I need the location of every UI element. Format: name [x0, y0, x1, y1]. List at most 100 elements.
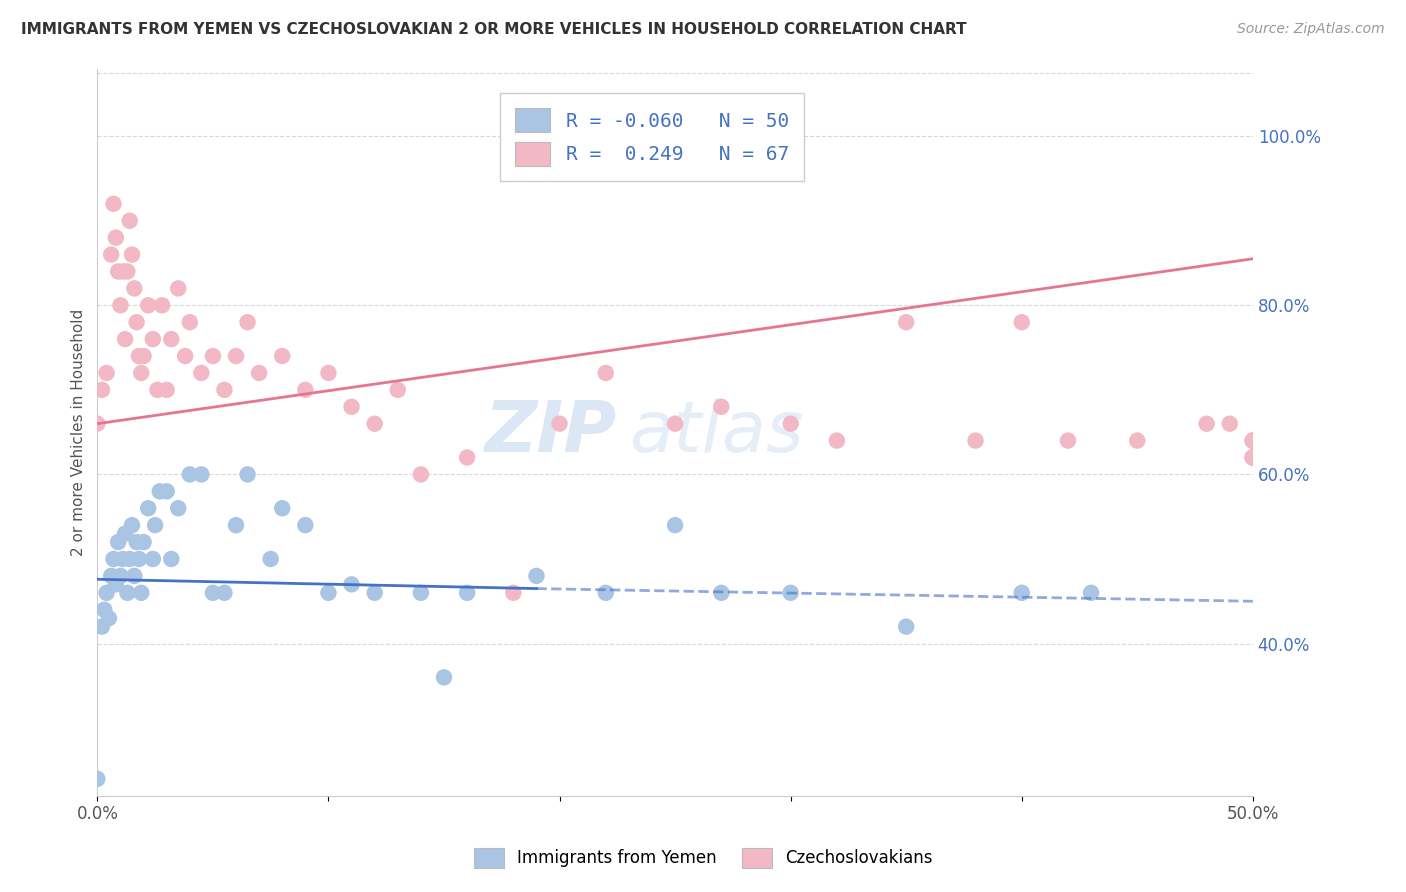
Point [896, 315, 918, 329]
Point [896, 620, 918, 634]
Point [1241, 450, 1264, 465]
Point [387, 383, 409, 397]
Point [201, 349, 224, 363]
Text: Source: ZipAtlas.com: Source: ZipAtlas.com [1237, 22, 1385, 37]
Point [548, 417, 571, 431]
Point [271, 349, 294, 363]
Point [409, 586, 432, 600]
Point [91, 620, 114, 634]
Point [595, 586, 617, 600]
Point [294, 518, 316, 533]
Point [129, 586, 152, 600]
Legend: R = -0.060   N = 50, R =  0.249   N = 67: R = -0.060 N = 50, R = 0.249 N = 67 [499, 93, 804, 181]
Point [595, 366, 617, 380]
Point [965, 434, 987, 448]
Point [340, 577, 363, 591]
Point [779, 417, 801, 431]
Text: atlas: atlas [628, 398, 803, 467]
Point [124, 281, 146, 295]
Point [107, 264, 129, 278]
Text: IMMIGRANTS FROM YEMEN VS CZECHOSLOVAKIAN 2 OR MORE VEHICLES IN HOUSEHOLD CORRELA: IMMIGRANTS FROM YEMEN VS CZECHOSLOVAKIAN… [21, 22, 967, 37]
Point [110, 569, 132, 583]
Point [225, 518, 247, 533]
Point [91, 383, 114, 397]
Point [271, 501, 294, 516]
Point [100, 569, 122, 583]
Point [149, 484, 172, 499]
Point [86, 772, 108, 786]
Point [111, 264, 134, 278]
Point [160, 332, 183, 346]
Point [156, 484, 179, 499]
Point [128, 349, 150, 363]
Point [110, 298, 132, 312]
Point [710, 400, 733, 414]
Point [143, 518, 166, 533]
Point [1057, 434, 1080, 448]
Point [1241, 450, 1264, 465]
Point [104, 230, 127, 244]
Point [214, 383, 236, 397]
Point [104, 577, 127, 591]
Point [129, 366, 152, 380]
Point [664, 518, 686, 533]
Point [96, 586, 118, 600]
Point [236, 467, 259, 482]
Point [142, 552, 165, 566]
Point [132, 535, 155, 549]
Y-axis label: 2 or more Vehicles in Household: 2 or more Vehicles in Household [72, 309, 86, 556]
Point [1011, 315, 1033, 329]
Point [118, 552, 141, 566]
Point [179, 467, 201, 482]
Point [363, 586, 385, 600]
Point [179, 315, 201, 329]
Point [93, 603, 115, 617]
Point [117, 586, 139, 600]
Point [103, 196, 125, 211]
Point [136, 501, 159, 516]
Point [114, 332, 136, 346]
Point [502, 586, 524, 600]
Point [121, 518, 143, 533]
Point [142, 332, 165, 346]
Point [1241, 434, 1264, 448]
Point [710, 586, 733, 600]
Point [107, 535, 129, 549]
Point [363, 417, 385, 431]
Point [825, 434, 848, 448]
Text: ZIP: ZIP [485, 398, 617, 467]
Point [201, 586, 224, 600]
Point [150, 298, 173, 312]
Point [526, 569, 548, 583]
Point [1080, 586, 1102, 600]
Point [1241, 434, 1264, 448]
Point [409, 467, 432, 482]
Point [1241, 450, 1264, 465]
Point [118, 213, 141, 227]
Point [260, 552, 283, 566]
Point [1241, 434, 1264, 448]
Point [664, 417, 686, 431]
Point [100, 247, 122, 261]
Point [160, 552, 183, 566]
Point [456, 450, 478, 465]
Point [132, 349, 155, 363]
Point [114, 526, 136, 541]
Point [124, 569, 146, 583]
Point [103, 552, 125, 566]
Point [1241, 434, 1264, 448]
Point [111, 552, 134, 566]
Point [1241, 450, 1264, 465]
Point [146, 383, 169, 397]
Point [340, 400, 363, 414]
Point [236, 315, 259, 329]
Point [190, 366, 212, 380]
Point [433, 670, 456, 684]
Point [1126, 434, 1149, 448]
Point [1241, 450, 1264, 465]
Point [225, 349, 247, 363]
Legend: Immigrants from Yemen, Czechoslovakians: Immigrants from Yemen, Czechoslovakians [467, 841, 939, 875]
Point [247, 366, 270, 380]
Point [86, 417, 108, 431]
Point [125, 535, 148, 549]
